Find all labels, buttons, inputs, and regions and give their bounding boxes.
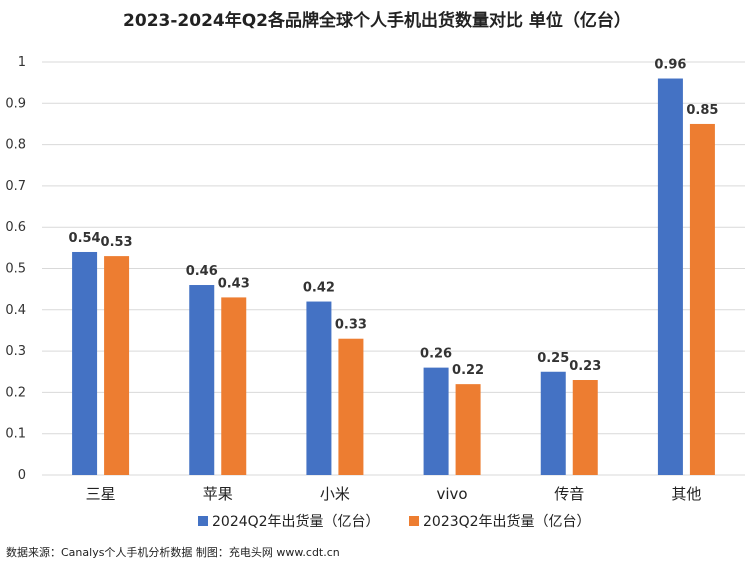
y-tick-label: 0.5: [5, 262, 26, 277]
chart-title: 2023-2024年Q2各品牌全球个人手机出货数量对比 单位（亿台）: [123, 10, 631, 31]
bar-2023q2: [572, 380, 598, 475]
y-tick-label: 0.6: [5, 220, 26, 235]
y-tick-label: 0: [18, 468, 26, 483]
y-tick-label: 0.9: [5, 96, 26, 111]
data-labels: 0.54 0.53 0.460.43 0.42 0.33 0.260.22 0.250.23…: [69, 58, 719, 379]
x-category-label: 其他: [671, 485, 701, 503]
data-label: 0.54: [69, 231, 101, 246]
x-category-label: 小米: [320, 485, 350, 503]
y-tick-label: 0.3: [5, 344, 26, 359]
bar-2023q2: [104, 256, 130, 475]
bar-2023q2: [221, 297, 247, 475]
y-tick-label: 1: [18, 55, 26, 70]
bar-2023q2: [689, 123, 715, 475]
bar-2024q2: [189, 285, 215, 475]
y-tick-label: 0.2: [5, 385, 26, 400]
bar-2024q2: [306, 301, 332, 475]
data-label: 0.43: [218, 276, 250, 291]
x-category-label: vivo: [437, 485, 468, 503]
bar-2024q2: [72, 251, 98, 475]
data-label: 0.96: [654, 58, 686, 73]
bar-2024q2: [540, 371, 566, 475]
bars: [72, 78, 715, 476]
x-category-label: 传音: [554, 485, 584, 503]
data-label: 0.33: [335, 318, 367, 333]
bar-2023q2: [455, 384, 481, 475]
data-label: 0.46: [186, 264, 218, 279]
data-label: 0.53: [101, 235, 133, 250]
source-note: 数据来源：Canalys个人手机分析数据 制图：充电头网 www.cdt.cn: [6, 545, 340, 559]
y-tick-label: 0.1: [5, 427, 26, 442]
data-label: 0.25: [537, 351, 569, 366]
legend-swatch: [409, 516, 419, 526]
data-label: 0.85: [686, 103, 718, 118]
legend-swatch: [198, 516, 208, 526]
data-label: 0.42: [303, 281, 335, 296]
x-axis-categories: 三星 苹果 小米 vivo 传音 其他: [86, 485, 702, 503]
legend-label: 2024Q2年出货量（亿台）: [212, 513, 380, 530]
bar-2024q2: [423, 367, 449, 475]
x-category-label: 三星: [86, 485, 116, 503]
data-label: 0.26: [420, 347, 452, 362]
bar-2023q2: [338, 338, 364, 475]
data-label: 0.22: [452, 363, 484, 378]
legend: 2024Q2年出货量（亿台） 2023Q2年出货量（亿台）: [198, 513, 591, 530]
x-category-label: 苹果: [203, 485, 233, 503]
y-tick-label: 0.8: [5, 138, 26, 153]
legend-label: 2023Q2年出货量（亿台）: [423, 513, 591, 530]
data-label: 0.23: [569, 359, 601, 374]
y-tick-label: 0.4: [5, 303, 26, 318]
y-tick-label: 0.7: [5, 179, 26, 194]
bar-2024q2: [657, 78, 683, 476]
gridlines: [42, 61, 745, 476]
y-axis-ticks: 0 0.1 0.2 0.3 0.4 0.5 0.6 0.7 0.8 0.9 1: [5, 55, 26, 483]
